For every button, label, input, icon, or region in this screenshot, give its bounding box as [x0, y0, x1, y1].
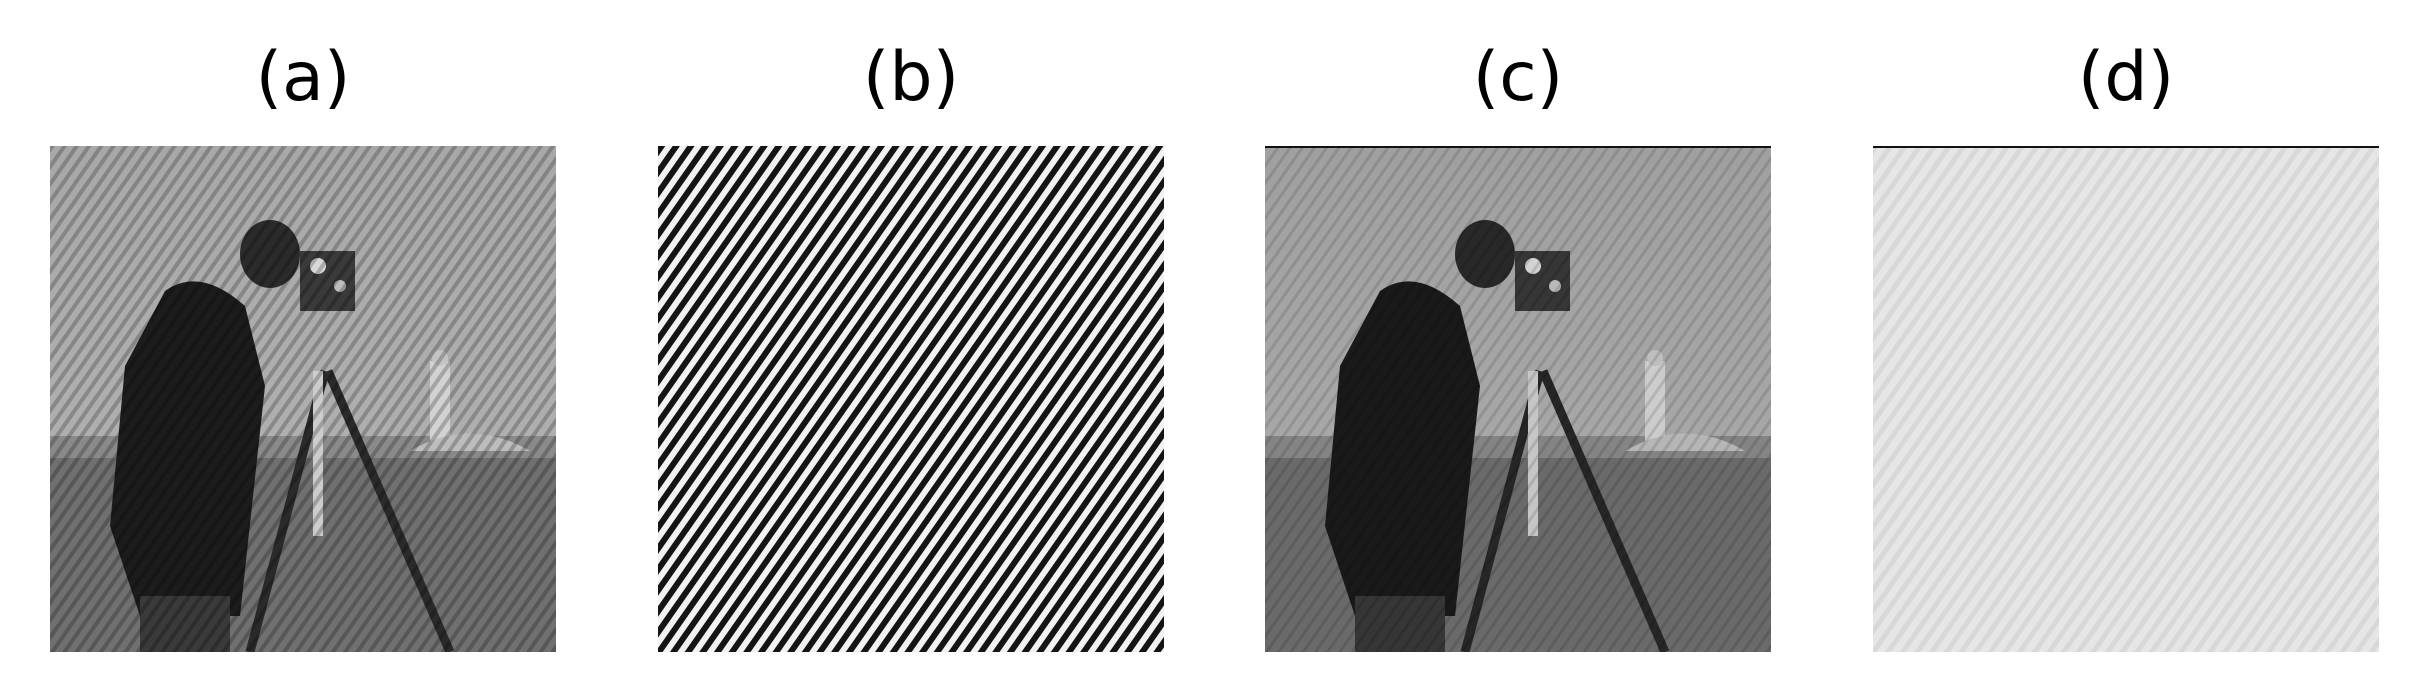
stripe-pattern: [658, 146, 1164, 652]
panel-label-a: (a): [255, 38, 351, 117]
panel-label-d: (d): [2077, 38, 2175, 117]
panel-image-d: [1873, 146, 2379, 652]
panel-image-a: [50, 146, 556, 652]
panel-label-b: (b): [862, 38, 960, 117]
top-edge: [1873, 146, 2379, 148]
stripe-overlay: [1265, 146, 1771, 652]
panel-image-b: [658, 146, 1164, 652]
panel-label-c: (c): [1472, 38, 1564, 117]
stripe-overlay: [50, 146, 556, 652]
residual-pattern: [1873, 146, 2379, 652]
panel-image-c: [1265, 146, 1771, 652]
